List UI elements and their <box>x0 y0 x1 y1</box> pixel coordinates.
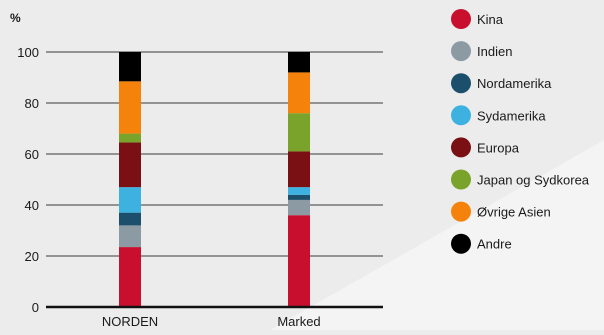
background-decoration <box>270 140 604 330</box>
legend-label: Øvrige Asien <box>477 205 551 220</box>
x-tick-label: NORDEN <box>102 314 158 329</box>
y-tick-label: 20 <box>25 249 39 264</box>
legend-label: Nordamerika <box>477 76 552 91</box>
legend-label: Kina <box>477 12 504 27</box>
bar-segment-andre <box>119 52 141 82</box>
legend-swatch <box>451 105 471 126</box>
bar-segment-japan-og-sydkorea <box>119 133 141 143</box>
legend-label: Indien <box>477 44 512 59</box>
bar-segment-sydamerika <box>288 187 310 195</box>
bar-segment-indien <box>119 225 141 248</box>
bars <box>119 52 310 307</box>
legend-swatch <box>451 41 471 62</box>
y-tick-label: 40 <box>25 198 39 213</box>
legend-label: Europa <box>477 140 520 155</box>
bar-segment-europa <box>288 151 310 188</box>
bar-segment-indien <box>288 199 310 216</box>
bar-segment--vrige-asien <box>119 81 141 134</box>
bar-segment-japan-og-sydkorea <box>288 113 310 152</box>
legend-swatch <box>451 201 471 222</box>
bar-segment-andre <box>288 52 310 73</box>
legend-label: Japan og Sydkorea <box>477 173 590 188</box>
gridlines <box>46 51 383 257</box>
legend-swatch <box>451 137 471 158</box>
bar-segment-nordamerika <box>288 194 310 200</box>
legend: Kina Indien Nordamerika Sydamerika Europa Jap… <box>451 9 590 254</box>
x-tick-label: Marked <box>277 314 320 329</box>
legend-swatch <box>451 73 471 94</box>
y-tick-label: 100 <box>17 45 39 60</box>
legend-label: Andre <box>477 237 512 252</box>
y-axis-label: % <box>10 11 21 25</box>
y-tick-label: 0 <box>32 300 39 315</box>
bar-segment-nordamerika <box>119 212 141 226</box>
legend-swatch <box>451 233 471 254</box>
bar-segment--vrige-asien <box>288 72 310 114</box>
bar-segment-sydamerika <box>119 187 141 213</box>
legend-label: Sydamerika <box>477 108 546 123</box>
y-tick-label: 80 <box>25 96 39 111</box>
legend-swatch <box>451 9 471 29</box>
bar-segment-kina <box>288 215 310 307</box>
bar-segment-europa <box>119 142 141 188</box>
bar-segment-kina <box>119 247 141 307</box>
background-shape <box>270 140 604 330</box>
legend-swatch <box>451 169 471 190</box>
axes: 0 20 40 60 80 100% NORDEN Marked <box>10 11 383 329</box>
y-tick-label: 60 <box>25 147 39 162</box>
